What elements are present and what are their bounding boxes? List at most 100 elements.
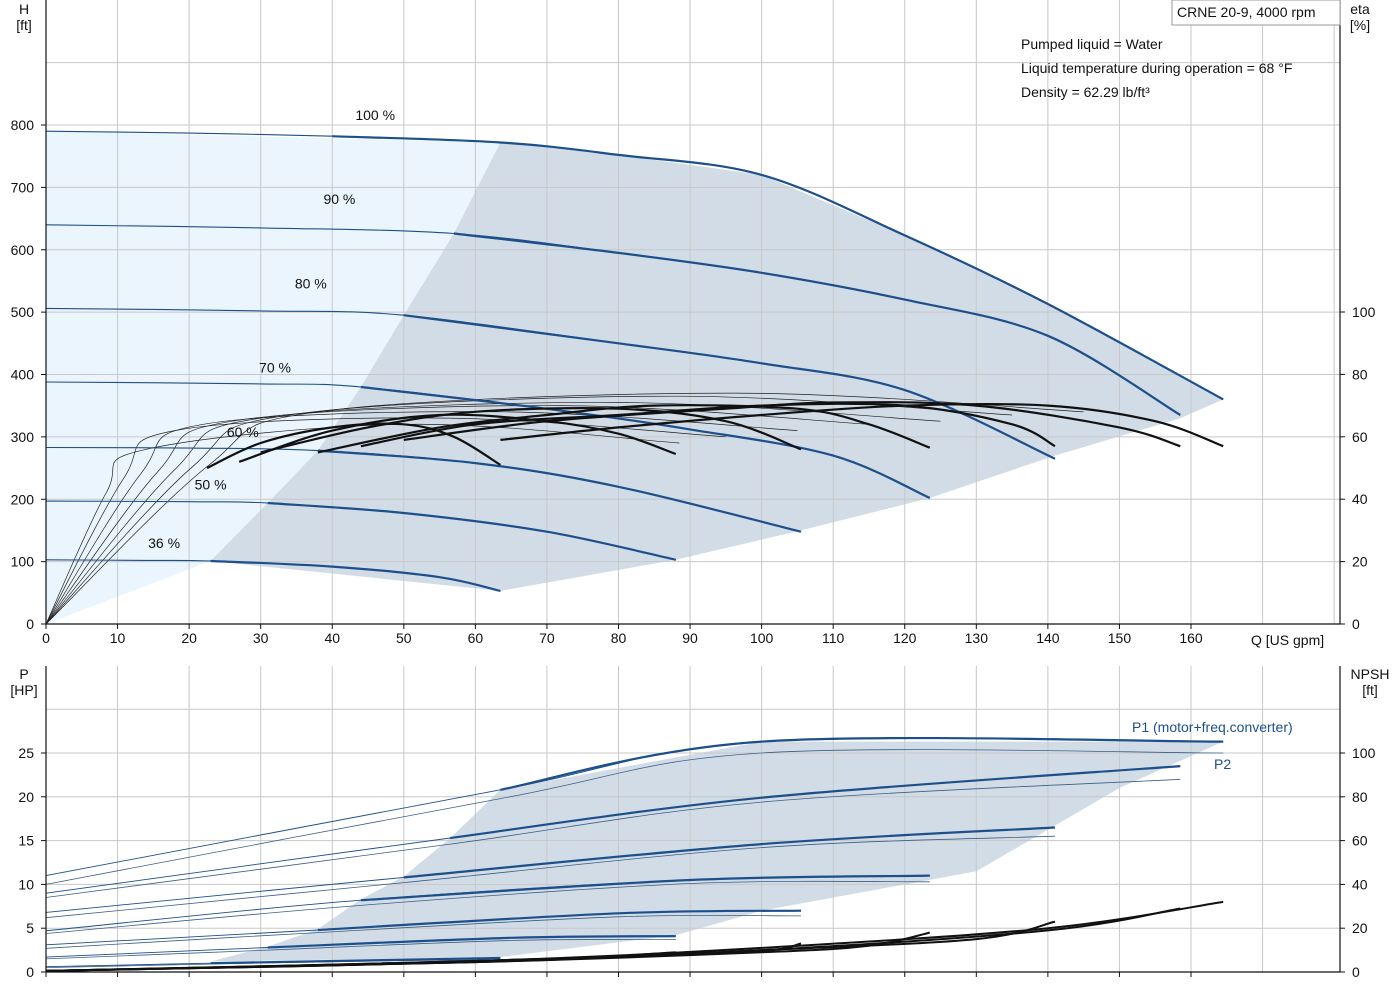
h-tick-label: 600 — [11, 242, 35, 258]
eta-tick-label: 40 — [1352, 491, 1368, 507]
speed-label: 90 % — [323, 191, 355, 207]
p1-curve-6 — [210, 956, 501, 965]
p1-curve-4 — [317, 909, 802, 932]
p1-curve-2 — [403, 826, 1056, 879]
p1-curve-3 — [360, 874, 930, 902]
p2-curve-0 — [45, 749, 1224, 885]
head-curve-op-100 — [332, 135, 1224, 401]
head-curve-op-60 — [317, 449, 802, 533]
eta-tick-label: 80 — [1352, 366, 1368, 382]
h-tick-label: 200 — [11, 491, 35, 507]
q-tick-label: 90 — [682, 630, 698, 646]
speed-label: 70 % — [259, 360, 291, 376]
head-curve-op-80 — [403, 314, 1056, 460]
q-tick-label: 150 — [1108, 630, 1132, 646]
eta-axis-title: eta — [1350, 1, 1370, 17]
info-density: Density = 62.29 lb/ft³ — [1021, 84, 1150, 100]
bottom-grid — [46, 666, 1340, 972]
q-tick-label: 30 — [253, 630, 269, 646]
p1-curve-0 — [500, 736, 1224, 791]
p1-curve-1 — [450, 765, 1181, 840]
p1-curve-5 — [267, 935, 676, 949]
q-axis-title: Q [US gpm] — [1251, 632, 1324, 648]
top-operating-region — [46, 131, 1224, 624]
npsh-tick-label: 100 — [1352, 745, 1376, 761]
h-tick-label: 500 — [11, 304, 35, 320]
npsh-axis-unit: [ft] — [1362, 682, 1378, 698]
title-box — [1171, 0, 1341, 26]
q-tick-label: 50 — [396, 630, 412, 646]
q-tick-label: 0 — [42, 630, 50, 646]
p-tick-label: 0 — [26, 964, 34, 980]
npsh-curve-5 — [45, 951, 676, 972]
eta-curve-1 — [238, 413, 677, 463]
legend-p2: P2 — [1214, 756, 1231, 772]
h-tick-label: 0 — [26, 616, 34, 632]
q-tick-label: 100 — [750, 630, 774, 646]
h-tick-label: 300 — [11, 429, 35, 445]
speed-label: 36 % — [148, 535, 180, 551]
eta-curve-5 — [403, 401, 1181, 448]
h-tick-label: 100 — [11, 554, 35, 570]
npsh-axis-title: NPSH — [1351, 666, 1390, 682]
q-tick-label: 60 — [468, 630, 484, 646]
h-axis-unit: [ft] — [16, 17, 32, 33]
eta-tick-label: 20 — [1352, 554, 1368, 570]
p2-curve-2 — [45, 835, 1056, 919]
p-tick-label: 15 — [18, 833, 34, 849]
axes: 0 10 20 30 40 50 60 70 80 90 100 110 120 130 140 150 160… — [11, 0, 1376, 980]
head-curve-op-50 — [267, 501, 677, 561]
q-tick-label: 120 — [893, 630, 917, 646]
speed-label: 50 % — [195, 476, 227, 492]
p-axis-unit: [HP] — [10, 682, 37, 698]
q-tick-label: 20 — [181, 630, 197, 646]
head-curve-op-36 — [210, 559, 501, 592]
q-tick-label: 160 — [1179, 630, 1203, 646]
info-temperature: Liquid temperature during operation = 68… — [1021, 60, 1292, 76]
npsh-tick-label: 0 — [1352, 964, 1360, 980]
q-tick-label: 40 — [324, 630, 340, 646]
q-tick-label: 80 — [611, 630, 627, 646]
eta-curve-2 — [260, 407, 802, 454]
eta-tick-label: 100 — [1352, 304, 1376, 320]
q-tick-label: 130 — [965, 630, 989, 646]
speed-label: 100 % — [355, 107, 395, 123]
top-curves: 100 % 90 % 80 % 70 % 60 % 50 % 36 % — [45, 107, 1224, 625]
eta-axis-unit: [%] — [1350, 17, 1370, 33]
eta-curve-6 — [500, 402, 1224, 448]
q-tick-label: 10 — [110, 630, 126, 646]
p-tick-label: 25 — [18, 745, 34, 761]
bottom-curves — [45, 736, 1224, 972]
eta-fan-curve — [45, 392, 1084, 625]
npsh-tick-label: 40 — [1352, 876, 1368, 892]
p-axis-title: P — [19, 666, 28, 682]
title-box-text: CRNE 20-9, 4000 rpm — [1177, 4, 1316, 20]
p2-curve-3 — [45, 880, 930, 934]
p2-curve-4 — [45, 914, 802, 949]
p-tick-label: 10 — [18, 876, 34, 892]
npsh-tick-label: 80 — [1352, 789, 1368, 805]
npsh-tick-label: 20 — [1352, 920, 1368, 936]
speed-label: 80 % — [295, 275, 327, 291]
top-light-region — [46, 131, 501, 562]
head-curve-op-70 — [360, 385, 931, 500]
p2-curve-1 — [45, 778, 1181, 898]
p-tick-label: 5 — [26, 920, 34, 936]
top-grid — [46, 0, 1340, 624]
eta-fan-curve — [45, 423, 680, 625]
q-tick-label: 70 — [539, 630, 555, 646]
eta-tick-label: 60 — [1352, 429, 1368, 445]
q-tick-label: 140 — [1036, 630, 1060, 646]
npsh-tick-label: 60 — [1352, 833, 1368, 849]
top-dark-region — [210, 142, 1224, 591]
p2-curve-5 — [45, 939, 676, 960]
p-tick-label: 20 — [18, 789, 34, 805]
h-tick-label: 800 — [11, 117, 35, 133]
eta-curve-3 — [317, 404, 931, 454]
h-tick-label: 700 — [11, 179, 35, 195]
legend-p1: P1 (motor+freq.converter) — [1132, 719, 1293, 735]
info-liquid: Pumped liquid = Water — [1021, 36, 1163, 52]
top-light-region-lower — [46, 559, 211, 624]
head-curve-op-90 — [453, 232, 1181, 416]
